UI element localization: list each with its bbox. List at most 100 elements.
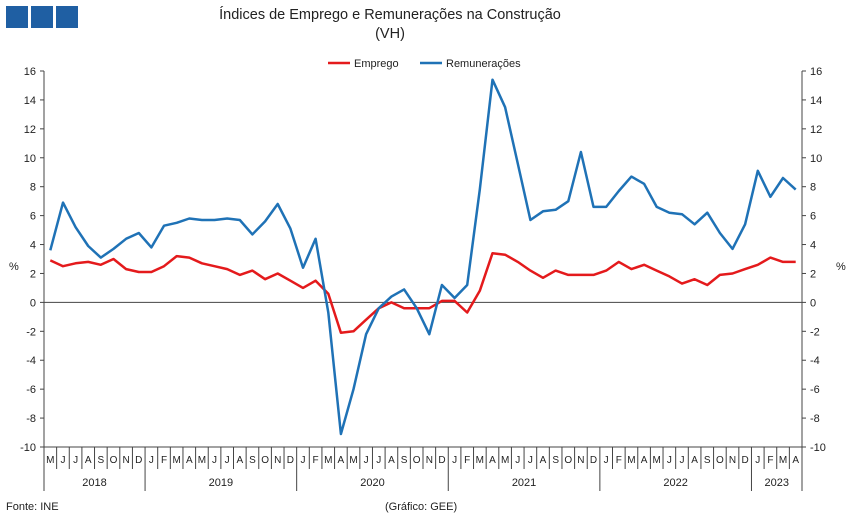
- y-tick-label-right: 4: [810, 240, 816, 252]
- x-month-label: M: [627, 455, 635, 466]
- y-tick-label-right: 14: [810, 95, 822, 107]
- x-month-label: M: [653, 455, 661, 466]
- x-month-label: S: [401, 455, 408, 466]
- x-month-label: A: [236, 455, 243, 466]
- x-month-label: A: [489, 455, 496, 466]
- x-year-label: 2018: [82, 477, 106, 489]
- x-month-label: J: [212, 455, 217, 466]
- x-month-label: A: [691, 455, 698, 466]
- x-month-label: S: [249, 455, 256, 466]
- logo-square: [31, 6, 53, 28]
- y-tick-label-right: 16: [810, 66, 822, 78]
- x-month-label: S: [552, 455, 559, 466]
- y-tick-label-right: -4: [810, 355, 820, 367]
- x-month-label: O: [564, 455, 572, 466]
- x-month-label: N: [274, 455, 281, 466]
- x-month-label: S: [704, 455, 711, 466]
- x-month-label: D: [590, 455, 597, 466]
- y-tick-label-right: -10: [810, 442, 826, 454]
- x-month-label: M: [46, 455, 54, 466]
- y-tick-label-left: -8: [26, 413, 36, 425]
- series-line-emprego: [49, 251, 796, 335]
- x-month-label: M: [349, 455, 357, 466]
- chart-title-block: Índices de Emprego e Remunerações na Con…: [140, 6, 640, 44]
- x-month-label: J: [73, 455, 78, 466]
- x-month-label: F: [616, 455, 622, 466]
- y-tick-label-left: -10: [20, 442, 36, 454]
- y-tick-label-right: 12: [810, 124, 822, 136]
- y-tick-label-left: -4: [26, 355, 36, 367]
- logo-square: [6, 6, 28, 28]
- y-tick-label-right: 0: [810, 297, 816, 309]
- x-month-label: J: [364, 455, 369, 466]
- x-month-label: J: [60, 455, 65, 466]
- y-tick-label-left: 4: [30, 240, 36, 252]
- x-month-label: J: [300, 455, 305, 466]
- y-tick-label-right: -8: [810, 413, 820, 425]
- x-month-label: F: [161, 455, 167, 466]
- x-month-label: J: [452, 455, 457, 466]
- x-month-label: O: [110, 455, 118, 466]
- y-tick-label-left: 16: [24, 66, 36, 78]
- y-axis-label-left: %: [9, 261, 19, 273]
- y-tick-label-right: 2: [810, 268, 816, 280]
- series-line-remunerações: [49, 78, 797, 436]
- x-month-label: J: [679, 455, 684, 466]
- y-tick-label-left: 10: [24, 153, 36, 165]
- x-month-label: S: [98, 455, 105, 466]
- chart-title: Índices de Emprego e Remunerações na Con…: [219, 7, 561, 23]
- x-month-label: F: [464, 455, 470, 466]
- x-year-label: 2022: [663, 477, 687, 489]
- x-month-label: M: [501, 455, 509, 466]
- x-month-label: N: [122, 455, 129, 466]
- x-month-label: M: [779, 455, 787, 466]
- x-month-label: N: [426, 455, 433, 466]
- legend-label: Remunerações: [446, 58, 521, 70]
- chart-credit: (Gráfico: GEE): [385, 501, 458, 513]
- x-month-label: D: [742, 455, 749, 466]
- y-axis-label-right: %: [836, 261, 846, 273]
- logo-square: [56, 6, 78, 28]
- x-month-label: A: [792, 455, 799, 466]
- x-month-label: J: [376, 455, 381, 466]
- x-year-label: 2021: [512, 477, 536, 489]
- x-month-label: M: [172, 455, 180, 466]
- x-month-label: O: [413, 455, 421, 466]
- x-month-label: J: [149, 455, 154, 466]
- x-year-label: 2019: [209, 477, 233, 489]
- x-month-label: N: [577, 455, 584, 466]
- y-tick-label-left: 2: [30, 268, 36, 280]
- x-month-label: D: [287, 455, 294, 466]
- x-month-label: F: [313, 455, 319, 466]
- x-month-label: J: [225, 455, 230, 466]
- x-month-label: D: [135, 455, 142, 466]
- x-month-label: J: [667, 455, 672, 466]
- x-month-label: A: [186, 455, 193, 466]
- y-tick-label-left: 14: [24, 95, 36, 107]
- x-month-label: N: [729, 455, 736, 466]
- source-note: Fonte: INE: [6, 501, 59, 513]
- y-tick-label-right: -2: [810, 326, 820, 338]
- x-month-label: J: [604, 455, 609, 466]
- x-month-label: D: [438, 455, 445, 466]
- x-month-label: A: [85, 455, 92, 466]
- x-month-label: M: [198, 455, 206, 466]
- x-month-label: M: [324, 455, 332, 466]
- ine-logo-icon: [6, 6, 78, 28]
- y-tick-label-left: 6: [30, 211, 36, 223]
- x-month-label: J: [528, 455, 533, 466]
- chart-subtitle: (VH): [375, 26, 405, 42]
- y-tick-label-left: -6: [26, 384, 36, 396]
- y-tick-label-left: 8: [30, 182, 36, 194]
- x-month-label: O: [716, 455, 724, 466]
- x-month-label: A: [338, 455, 345, 466]
- x-month-label: A: [540, 455, 547, 466]
- y-tick-label-left: 12: [24, 124, 36, 136]
- x-month-label: A: [641, 455, 648, 466]
- x-year-label: 2020: [360, 477, 384, 489]
- y-tick-label-right: 6: [810, 211, 816, 223]
- x-month-label: O: [261, 455, 269, 466]
- y-tick-label-right: 10: [810, 153, 822, 165]
- x-month-label: A: [388, 455, 395, 466]
